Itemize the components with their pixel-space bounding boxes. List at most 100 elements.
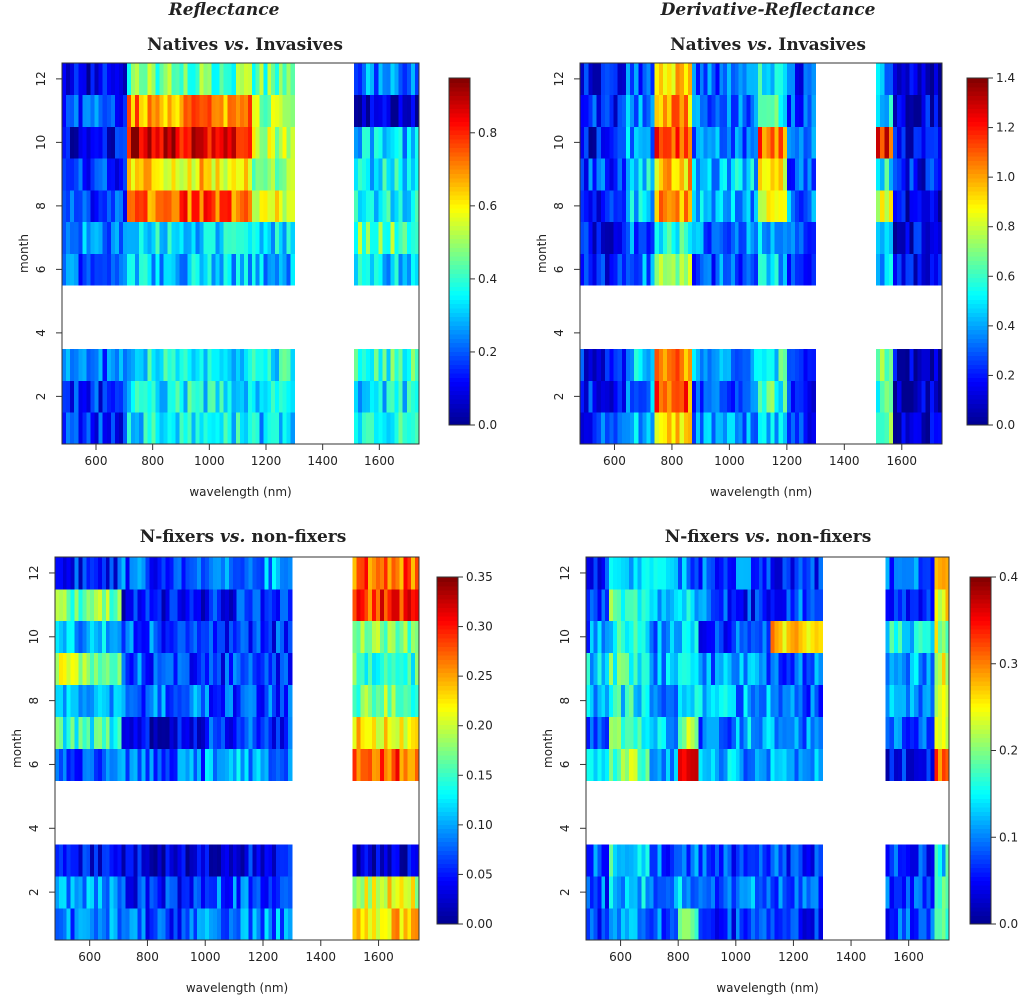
panel-title-nfixers-nonfixers-right: N-fixers vs. non-fixers — [665, 527, 872, 547]
heatmap-cell — [127, 158, 253, 191]
heatmap-cell — [353, 348, 420, 381]
heatmap-cell — [62, 412, 128, 445]
heatmap-cell — [609, 588, 650, 622]
heatmap-cell — [654, 126, 693, 159]
x-tick-label: 1000 — [721, 950, 752, 964]
colorbar-tick-label: 0.2 — [478, 345, 497, 359]
heatmap-cell — [893, 380, 943, 413]
y-tick-label: 8 — [34, 202, 48, 210]
heatmap-cell — [875, 190, 894, 223]
heatmap-cell — [770, 557, 823, 590]
heatmap-cell — [62, 253, 128, 286]
heatmap-cell — [678, 588, 699, 622]
heatmap-cell — [692, 190, 759, 223]
heatmap-cell — [55, 588, 123, 622]
heatmap-cell — [121, 876, 206, 909]
heatmap-cell — [586, 908, 610, 941]
x-tick-label: 1000 — [714, 454, 745, 468]
heatmap-cell — [893, 253, 943, 286]
heatmap-cell — [654, 158, 693, 191]
heatmap-cell — [62, 158, 128, 191]
y-tick-label: 6 — [558, 761, 572, 769]
heatmap-cell — [678, 652, 699, 686]
heatmap-cell — [352, 620, 420, 654]
colorbar-tick-label: 0.3 — [999, 657, 1018, 671]
colorbar-tick-label: 1.2 — [996, 121, 1015, 135]
heatmap-cell — [205, 908, 293, 941]
heatmap-cell — [875, 253, 894, 286]
heatmap-cell — [121, 652, 206, 686]
heatmap-cell — [885, 844, 936, 877]
heatmap-cell — [127, 63, 253, 96]
heatmap-cell — [893, 190, 943, 223]
x-tick-label: 1200 — [772, 454, 803, 468]
y-tick-label: 12 — [34, 71, 48, 86]
colorbar-tick-label: 0.15 — [466, 768, 493, 782]
x-tick-label: 1000 — [194, 454, 225, 468]
heatmap-cell — [698, 748, 737, 781]
heatmap-cells — [580, 63, 943, 445]
heatmap-cell — [121, 716, 206, 749]
heatmap-cell — [127, 380, 253, 413]
heatmap-cell — [934, 620, 950, 654]
heatmap-cell — [758, 348, 788, 381]
heatmap-cell — [205, 684, 293, 717]
heatmap-cell — [205, 652, 293, 686]
heatmap-cell — [609, 684, 650, 717]
heatmap-cell — [735, 844, 771, 877]
heatmap-cell — [654, 221, 693, 254]
heatmap-cell — [885, 748, 936, 781]
heatmap-cell — [934, 844, 950, 877]
heatmap-cell — [251, 63, 295, 96]
heatmap-cell — [55, 620, 123, 654]
x-tick-label: 1400 — [306, 950, 337, 964]
heatmap-cell — [205, 748, 293, 781]
heatmap-cell — [875, 221, 894, 254]
heatmap-cell — [62, 94, 128, 127]
heatmap-cell — [786, 380, 817, 413]
heatmap-cell — [205, 620, 293, 654]
heatmap-cell — [121, 620, 206, 654]
heatmap-cell — [893, 63, 943, 96]
heatmap-cell — [127, 221, 253, 254]
heatmap-cell — [692, 221, 759, 254]
heatmap-cell — [205, 876, 293, 909]
heatmap-cell — [62, 63, 128, 96]
heatmap-cell — [735, 652, 771, 686]
heatmap-cell — [934, 684, 950, 717]
heatmap-cell — [55, 716, 123, 749]
heatmap-cell — [352, 908, 420, 941]
heatmap-cell — [649, 588, 679, 622]
y-tick-label: 8 — [27, 697, 41, 705]
heatmap-cell — [127, 253, 253, 286]
x-axis-label: wavelength (nm) — [710, 485, 812, 499]
colorbar-tick-label: 0.25 — [466, 669, 493, 683]
plot-frame — [61, 62, 420, 445]
heatmap-cell — [654, 253, 693, 286]
panel-title-natives-invasives-right: Natives vs. Invasives — [670, 35, 866, 55]
colorbar-tick-label: 1.0 — [996, 170, 1015, 184]
heatmap-cell — [352, 876, 420, 909]
heatmap-cell — [586, 844, 610, 877]
heatmap-cell — [875, 158, 894, 191]
colorbar-tick-label: 0.4 — [996, 319, 1015, 333]
plot-frame — [585, 556, 950, 941]
heatmap-cell — [625, 158, 656, 191]
heatmap-cell — [654, 412, 693, 445]
heatmap-cell — [786, 221, 817, 254]
y-tick-label: 4 — [34, 329, 48, 337]
x-tick-label: 600 — [609, 950, 632, 964]
colorbar-tick-label: 0.05 — [466, 867, 493, 881]
heatmap-cell — [649, 844, 679, 877]
heatmap-cell — [251, 253, 295, 286]
heatmap-cell — [735, 588, 771, 622]
y-tick-label: 8 — [552, 202, 566, 210]
heatmap-cell — [654, 380, 693, 413]
heatmap-cell — [121, 588, 206, 622]
heatmap-cell — [649, 908, 679, 941]
heatmap-cells — [55, 557, 420, 941]
heatmap-cell — [251, 412, 295, 445]
heatmap-cell — [698, 716, 737, 749]
colorbar: 0.00 0.05 0.10 0.15 0.20 0.25 0.30 0.35 — [436, 570, 493, 931]
heatmap-cell — [654, 348, 693, 381]
